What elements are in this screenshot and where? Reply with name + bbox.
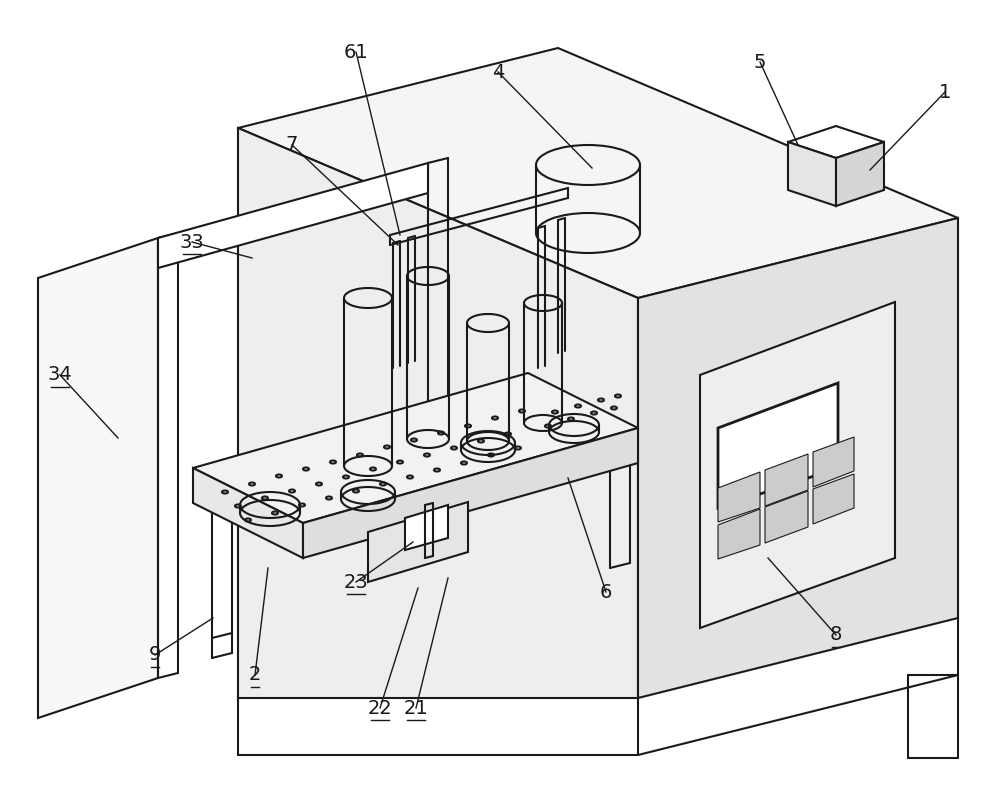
Polygon shape [788, 126, 884, 158]
Text: 61: 61 [344, 43, 368, 61]
Polygon shape [158, 163, 428, 268]
Text: 34: 34 [48, 365, 72, 385]
Polygon shape [718, 383, 838, 508]
Text: 33: 33 [180, 233, 204, 251]
Polygon shape [765, 454, 808, 506]
Text: 7: 7 [286, 136, 298, 154]
Text: 5: 5 [754, 53, 766, 71]
Text: 22: 22 [368, 698, 392, 718]
Polygon shape [718, 509, 760, 559]
Polygon shape [836, 142, 884, 206]
Polygon shape [700, 302, 895, 628]
Polygon shape [193, 468, 303, 558]
Text: 6: 6 [600, 583, 612, 601]
Text: 23: 23 [344, 573, 368, 591]
Polygon shape [238, 48, 958, 298]
Text: 1: 1 [939, 82, 951, 102]
Polygon shape [813, 474, 854, 524]
Polygon shape [303, 428, 638, 558]
Text: 21: 21 [404, 698, 428, 718]
Polygon shape [813, 437, 854, 487]
Text: 4: 4 [492, 62, 504, 82]
Polygon shape [718, 472, 760, 522]
Text: 2: 2 [249, 666, 261, 684]
Polygon shape [638, 218, 958, 698]
Polygon shape [38, 238, 158, 718]
Polygon shape [765, 491, 808, 543]
Text: 8: 8 [830, 625, 842, 645]
Polygon shape [788, 142, 836, 206]
Polygon shape [238, 128, 638, 698]
Text: 9: 9 [149, 646, 161, 664]
Polygon shape [193, 373, 638, 523]
Polygon shape [405, 505, 448, 550]
Polygon shape [368, 502, 468, 582]
